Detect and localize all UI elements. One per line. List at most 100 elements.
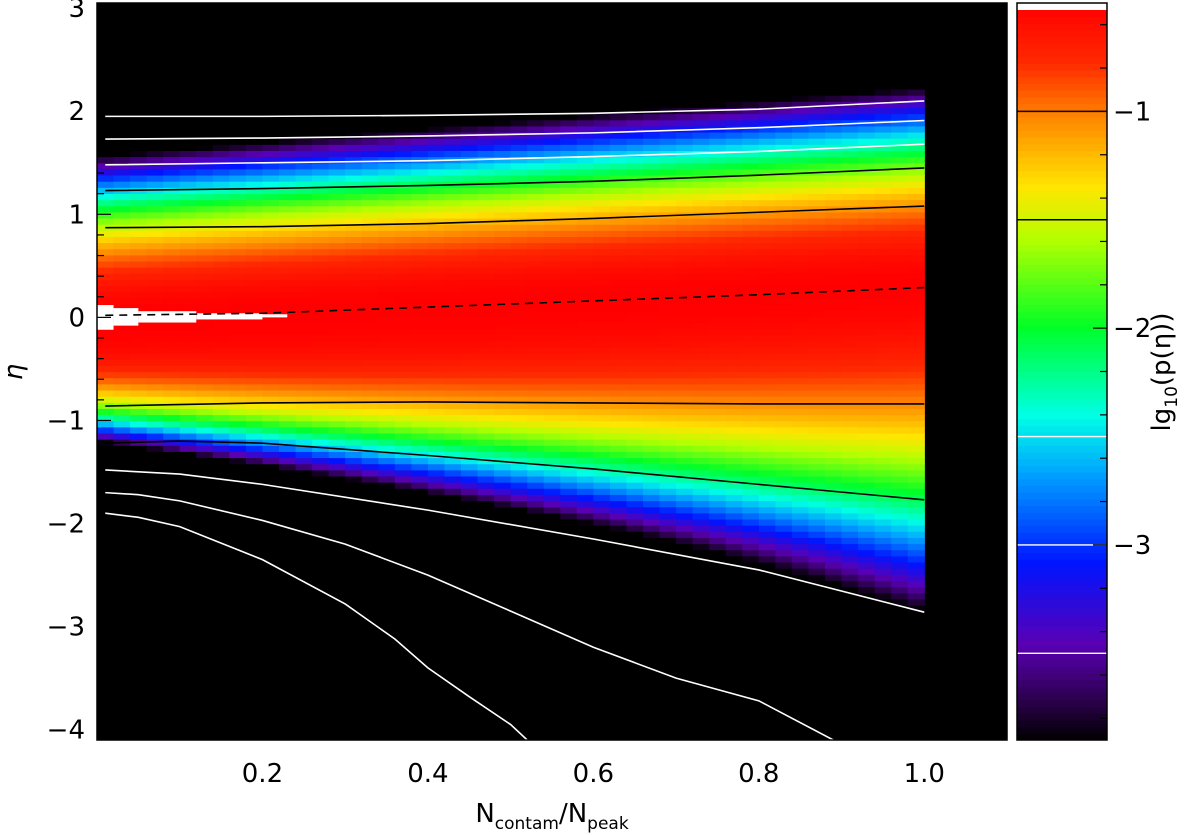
heatmap-cell <box>560 604 578 612</box>
heatmap-cell <box>593 408 611 416</box>
heatmap-cell <box>146 88 164 96</box>
heatmap-cell <box>593 95 611 102</box>
heatmap-cell <box>510 181 528 188</box>
heatmap-cell <box>328 168 346 176</box>
heatmap-cell <box>378 389 396 397</box>
heatmap-cell <box>262 119 280 127</box>
heatmap-cell <box>775 660 793 667</box>
heatmap-cell <box>626 181 644 188</box>
heatmap-cell <box>295 635 313 643</box>
heatmap-cell <box>163 279 181 287</box>
heatmap-cell <box>179 408 197 416</box>
heatmap-cell <box>196 346 214 354</box>
heatmap-cell <box>510 174 528 182</box>
heatmap-cell <box>361 328 379 336</box>
heatmap-cell <box>279 463 297 471</box>
heatmap-cell <box>527 445 545 452</box>
heatmap-cell <box>196 242 214 250</box>
heatmap-cell <box>461 383 479 391</box>
heatmap-cell <box>245 469 264 477</box>
heatmap-cell <box>609 303 628 311</box>
heatmap-cell <box>444 45 462 53</box>
heatmap-cell <box>312 518 330 526</box>
heatmap-cell <box>262 475 280 483</box>
heatmap-cell <box>692 156 710 164</box>
heatmap-cell <box>593 125 611 133</box>
heatmap-cell <box>229 334 247 342</box>
heatmap-cell <box>643 279 661 287</box>
heatmap-cell <box>113 611 131 618</box>
heatmap-cell <box>742 568 760 575</box>
heatmap-cell <box>262 273 280 280</box>
heatmap-cell <box>494 469 512 477</box>
heatmap-cell <box>461 119 479 127</box>
heatmap-cell <box>411 45 429 53</box>
heatmap-cell <box>593 150 611 158</box>
heatmap-cell <box>394 432 412 440</box>
heatmap-cell <box>692 641 710 649</box>
heatmap-cell <box>279 666 297 674</box>
heatmap-cell <box>196 445 214 452</box>
heatmap-cell <box>725 574 743 581</box>
heatmap-cell <box>576 211 594 219</box>
heatmap-cell <box>245 598 264 606</box>
heatmap-cell <box>361 568 379 575</box>
heatmap-cell <box>742 267 760 274</box>
heatmap-cell <box>626 709 644 717</box>
heatmap-cell <box>494 666 512 674</box>
heatmap-cell <box>676 383 694 391</box>
heatmap-cell <box>659 3 677 10</box>
heatmap-cell <box>411 316 429 323</box>
heatmap-cell <box>543 647 561 655</box>
heatmap-cell <box>560 377 578 385</box>
heatmap-cell <box>643 733 661 740</box>
heatmap-cell <box>609 359 628 366</box>
heatmap-cell <box>312 156 330 164</box>
heatmap-cell <box>130 531 148 538</box>
heatmap-cell <box>609 205 628 213</box>
heatmap-cell <box>345 328 363 336</box>
heatmap-cell <box>245 494 264 502</box>
heatmap-cell <box>229 273 247 280</box>
heatmap-cell <box>510 101 528 109</box>
heatmap-cell <box>709 150 727 158</box>
heatmap-cell <box>576 21 594 29</box>
heatmap-cell <box>361 408 379 416</box>
heatmap-cell <box>593 580 611 588</box>
heatmap-cell <box>626 586 644 594</box>
heatmap-cell <box>609 353 628 360</box>
heatmap-cell <box>444 15 462 23</box>
heatmap-cell <box>527 58 545 66</box>
heatmap-cell <box>394 512 412 520</box>
heatmap-cell <box>229 297 247 305</box>
heatmap-cell <box>146 414 164 422</box>
heatmap-cell <box>676 598 694 606</box>
heatmap-cell <box>196 396 214 403</box>
heatmap-cell <box>411 482 429 489</box>
heatmap-cell <box>692 463 710 471</box>
heatmap-cell <box>411 518 429 526</box>
heatmap-cell <box>560 396 578 403</box>
heatmap-cell <box>643 389 661 397</box>
heatmap-cell <box>742 279 760 287</box>
heatmap-cell <box>130 654 148 661</box>
heatmap-cell <box>510 586 528 594</box>
heatmap-cell <box>758 494 776 502</box>
heatmap-cell <box>643 604 661 612</box>
heatmap-cell <box>643 500 661 508</box>
heatmap-cell <box>659 125 677 133</box>
heatmap-cell <box>328 76 346 84</box>
heatmap-cell <box>676 236 694 244</box>
heatmap-cell <box>295 193 313 201</box>
heatmap-cell <box>295 52 313 59</box>
heatmap-cell <box>130 150 148 158</box>
heatmap-cell <box>378 285 396 293</box>
heatmap-cell <box>328 457 346 465</box>
heatmap-cell <box>262 592 280 600</box>
heatmap-cell <box>477 482 495 489</box>
heatmap-cell <box>609 488 628 495</box>
heatmap-cell <box>427 88 446 96</box>
heatmap-cell <box>692 236 710 244</box>
heatmap-cell <box>378 666 396 674</box>
heatmap-cell <box>593 3 611 10</box>
